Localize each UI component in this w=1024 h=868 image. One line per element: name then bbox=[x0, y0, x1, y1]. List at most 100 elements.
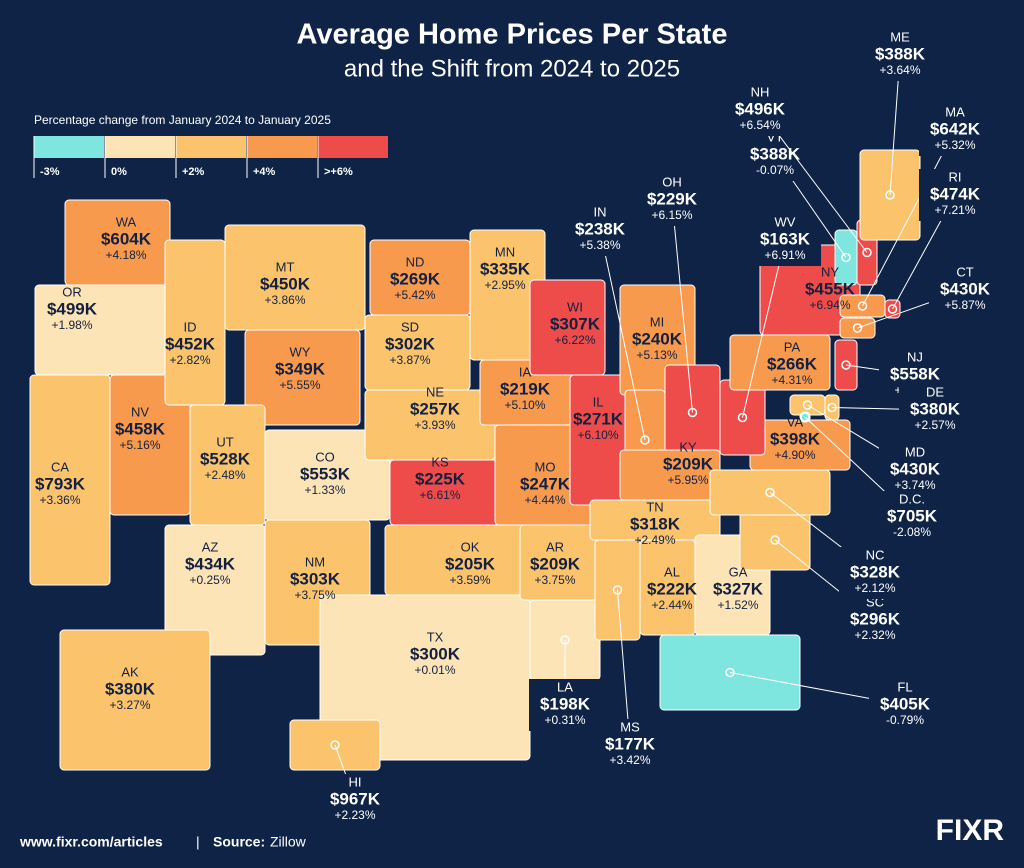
state-change: +0.31% bbox=[544, 713, 585, 727]
state-change: +7.21% bbox=[934, 203, 975, 217]
state-price: $380K bbox=[105, 679, 156, 698]
state-abbr: KS bbox=[431, 454, 449, 469]
state-abbr: ND bbox=[406, 254, 425, 269]
state-change: +5.87% bbox=[944, 298, 985, 312]
state-abbr: WA bbox=[116, 214, 137, 229]
state-change: +6.22% bbox=[554, 333, 595, 347]
state-change: +2.48% bbox=[204, 468, 245, 482]
legend-swatch bbox=[105, 136, 175, 158]
callout-dot bbox=[862, 247, 872, 258]
state-change: +2.82% bbox=[169, 353, 210, 367]
state-change: +2.49% bbox=[634, 533, 675, 547]
callout-line bbox=[742, 239, 786, 418]
state-abbr: IA bbox=[519, 364, 532, 379]
state-abbr: OH bbox=[662, 174, 682, 189]
state-change: +2.32% bbox=[854, 628, 895, 642]
legend-swatch bbox=[318, 136, 388, 158]
state-abbr: MO bbox=[535, 459, 556, 474]
state-price: $642K bbox=[930, 119, 981, 138]
state-change: +6.54% bbox=[739, 118, 780, 132]
state-change: +0.25% bbox=[189, 573, 230, 587]
callout-bg bbox=[749, 214, 821, 266]
state-change: +5.32% bbox=[934, 138, 975, 152]
legend-label: +4% bbox=[253, 166, 276, 178]
state-price: $205K bbox=[445, 554, 496, 573]
callout-line bbox=[862, 129, 956, 307]
footer-site: www.fixr.com/articles bbox=[19, 834, 163, 850]
callout-dot bbox=[885, 190, 895, 200]
state-abbr: TN bbox=[646, 499, 663, 514]
state-abbr: OR bbox=[62, 284, 82, 299]
state-abbr: HI bbox=[349, 774, 362, 789]
state-price: $430K bbox=[940, 279, 991, 298]
state-change: +6.10% bbox=[577, 428, 618, 442]
state-change: -0.79% bbox=[886, 713, 924, 727]
state-abbr: MN bbox=[495, 244, 515, 259]
state-price: $553K bbox=[300, 464, 351, 483]
state-change: +5.13% bbox=[636, 348, 677, 362]
state-price: $450K bbox=[260, 274, 311, 293]
state-change: +2.12% bbox=[854, 581, 895, 595]
state-price: $430K bbox=[890, 459, 941, 478]
state-price: $327K bbox=[713, 579, 764, 598]
legend-label: >+6% bbox=[324, 166, 353, 178]
footer-separator: | bbox=[196, 834, 200, 850]
state-change: +5.95% bbox=[667, 473, 708, 487]
callout-bg bbox=[529, 679, 601, 731]
state-price: $222K bbox=[647, 579, 698, 598]
state-change: -0.07% bbox=[756, 163, 794, 177]
state-abbr: D.C. bbox=[899, 491, 925, 506]
state-abbr: NV bbox=[131, 404, 149, 419]
state-price: $452K bbox=[165, 334, 216, 353]
state-change: +3.87% bbox=[389, 353, 430, 367]
state-abbr: VA bbox=[787, 414, 804, 429]
state-price: $967K bbox=[330, 789, 381, 808]
state-change: +2.23% bbox=[334, 808, 375, 822]
state-abbr: DE bbox=[926, 384, 944, 399]
state-price: $604K bbox=[101, 229, 152, 248]
state-change: +1.33% bbox=[304, 483, 345, 497]
state-change: +2.57% bbox=[914, 418, 955, 432]
state-abbr: IN bbox=[594, 204, 607, 219]
state-price: $269K bbox=[390, 269, 441, 288]
state-price: $307K bbox=[550, 314, 601, 333]
logo: FIXR bbox=[936, 814, 1005, 847]
legend-label: +2% bbox=[182, 166, 205, 178]
state-abbr: GA bbox=[729, 564, 748, 579]
callout-dot bbox=[725, 667, 735, 678]
states bbox=[29, 149, 921, 771]
subtitle: and the Shift from 2024 to 2025 bbox=[344, 55, 680, 82]
state-price: $328K bbox=[850, 562, 901, 581]
state-abbr: OK bbox=[461, 539, 480, 554]
state-abbr: AK bbox=[121, 664, 139, 679]
state-change: +6.91% bbox=[764, 248, 805, 262]
legend: -3% 0% +2% +4% >+6% bbox=[33, 136, 388, 178]
state-change: +3.42% bbox=[609, 753, 650, 767]
state-price: $163K bbox=[760, 229, 811, 248]
state-change: +5.55% bbox=[279, 378, 320, 392]
state-price: $296K bbox=[850, 609, 901, 628]
state-change: +3.75% bbox=[294, 588, 335, 602]
state-abbr: SD bbox=[401, 319, 419, 334]
state-price: $318K bbox=[630, 514, 681, 533]
state-change: +1.52% bbox=[717, 598, 758, 612]
state-abbr: CA bbox=[51, 459, 69, 474]
state-change: +3.86% bbox=[264, 293, 305, 307]
state-price: $229K bbox=[647, 189, 698, 208]
state-shape bbox=[59, 629, 211, 771]
state-price: $793K bbox=[35, 474, 86, 493]
callout-dot bbox=[765, 487, 775, 498]
state-change: +4.31% bbox=[771, 373, 812, 387]
legend-swatch bbox=[176, 136, 246, 158]
state-abbr: UT bbox=[216, 434, 233, 449]
footer-source-label: Source: bbox=[213, 834, 265, 850]
state-price: $705K bbox=[887, 506, 938, 525]
state-change: +2.95% bbox=[484, 278, 525, 292]
callout-dot bbox=[687, 407, 698, 418]
legend-title: Percentage change from January 2024 to J… bbox=[34, 113, 331, 127]
state-price: $405K bbox=[880, 694, 931, 713]
state-abbr: MA bbox=[945, 104, 965, 119]
state-price: $388K bbox=[750, 144, 801, 163]
